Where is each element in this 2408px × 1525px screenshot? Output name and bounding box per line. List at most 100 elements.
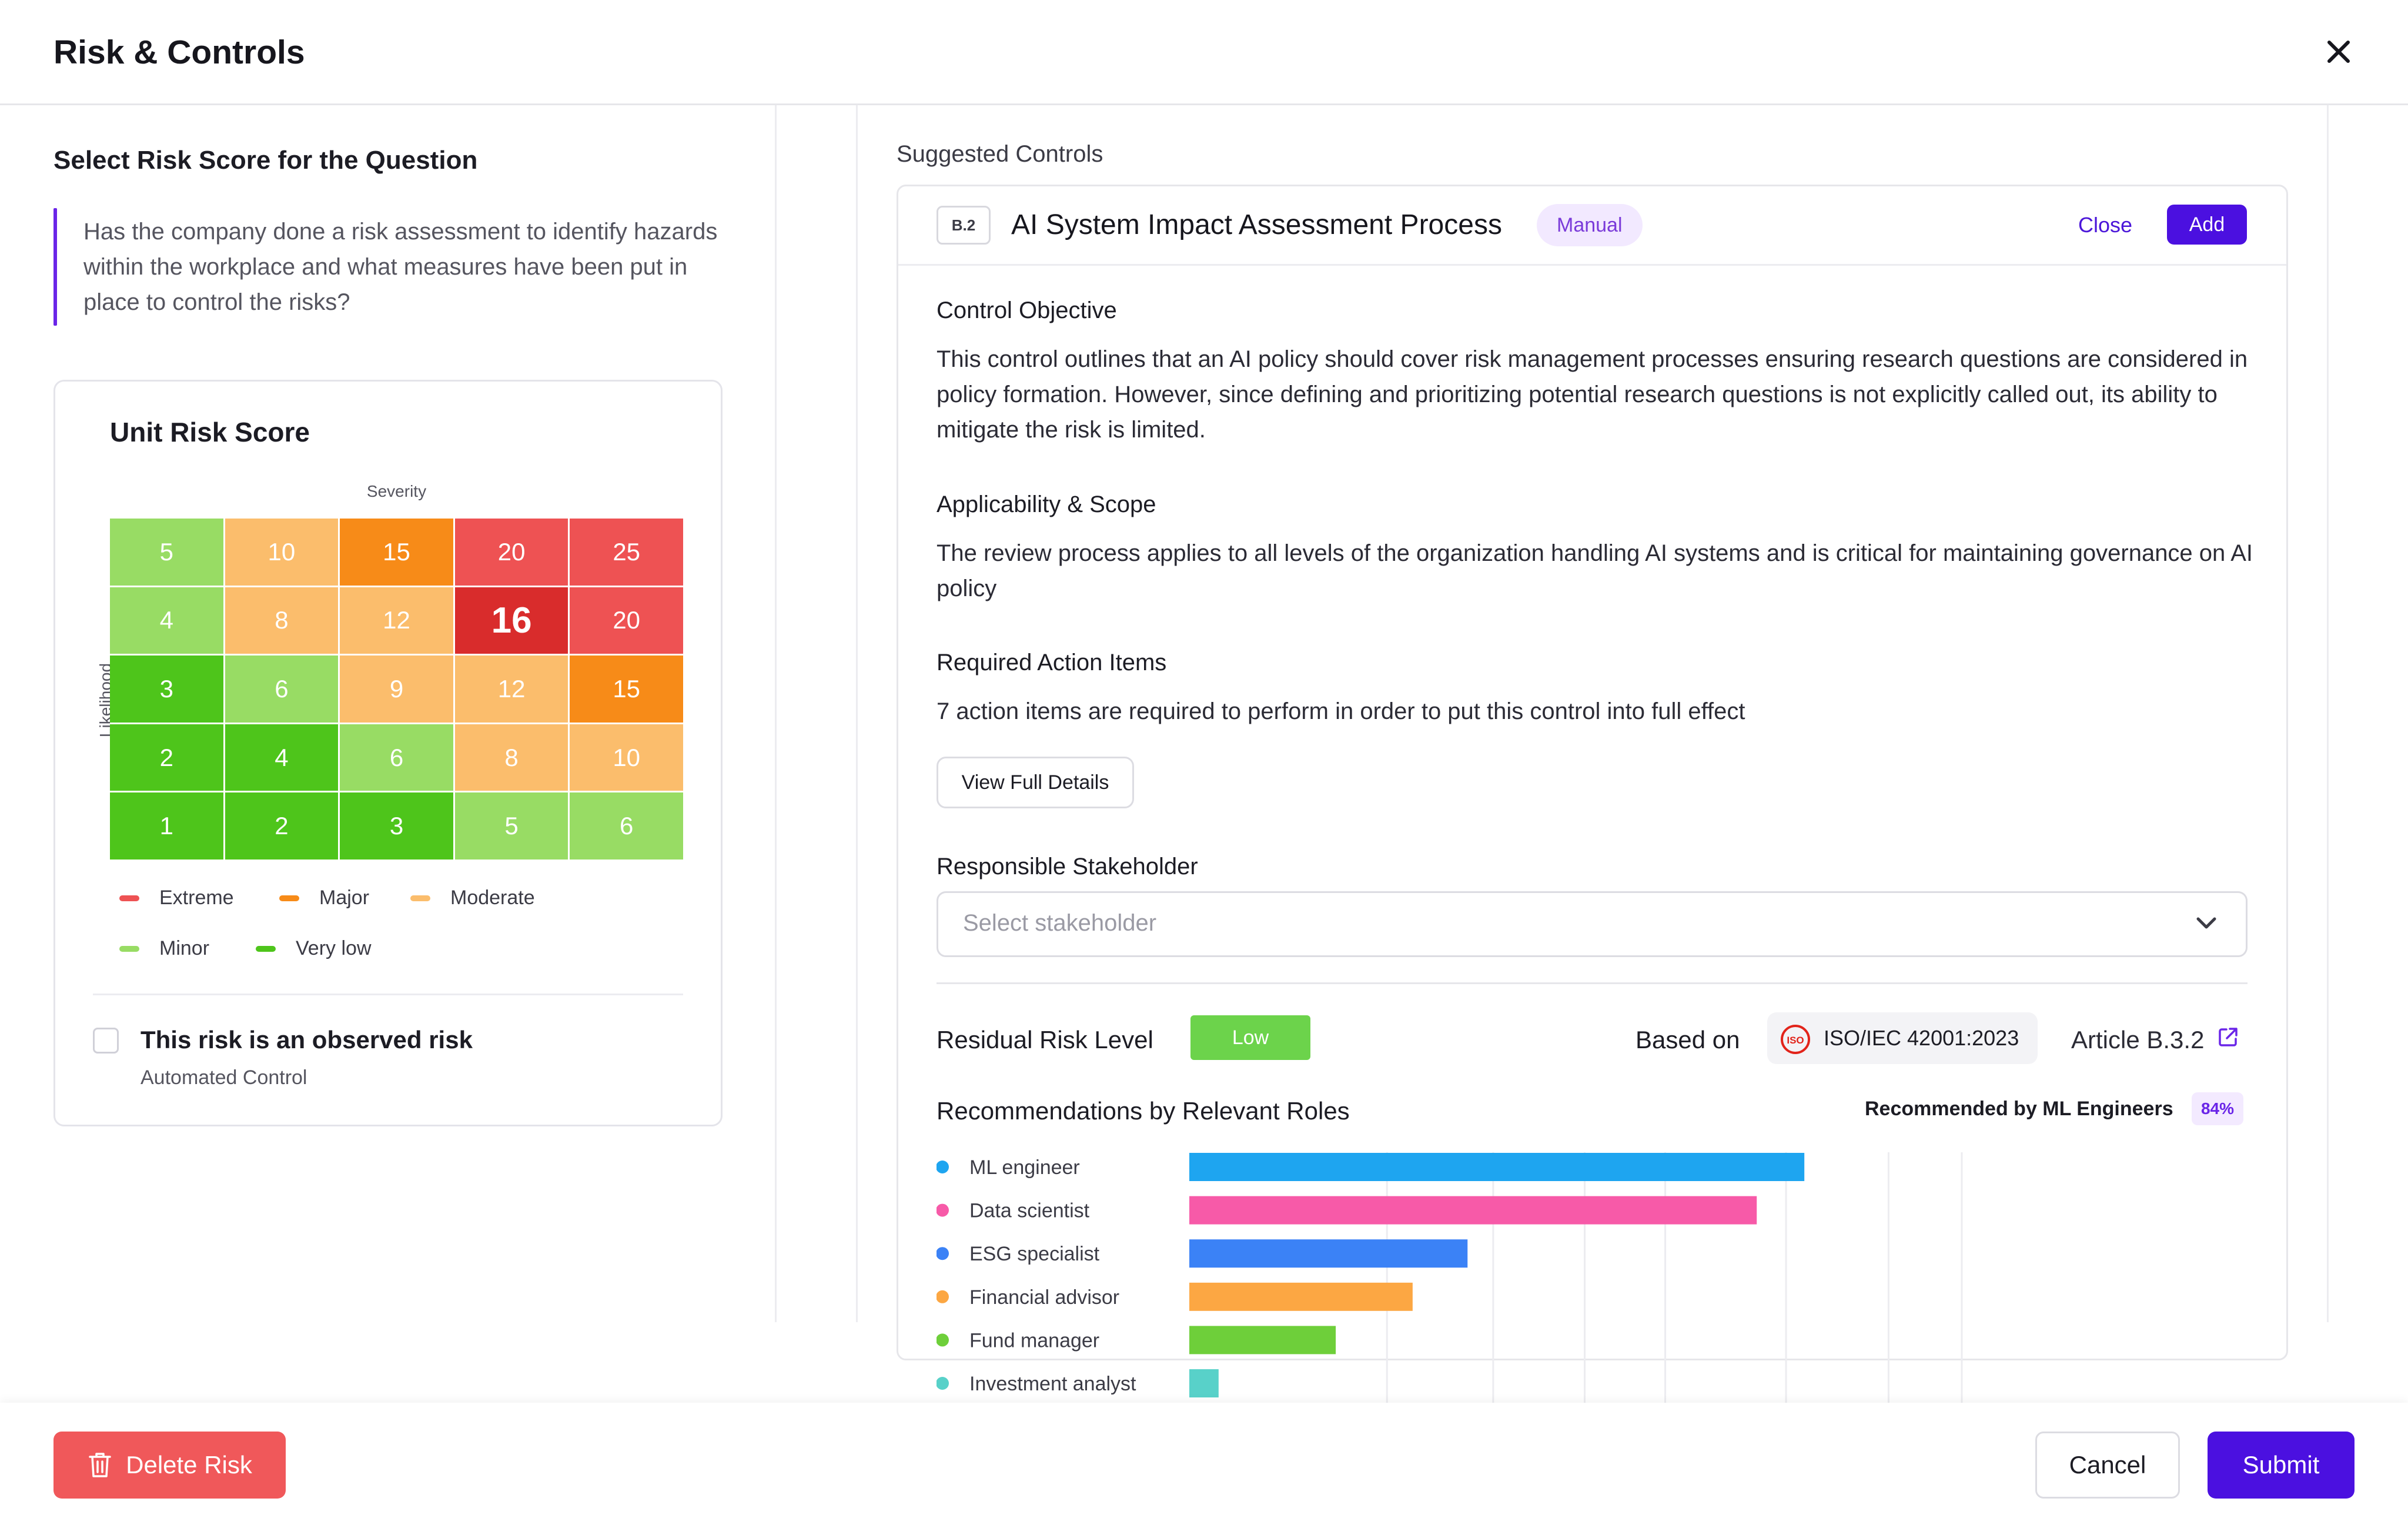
legend-swatch <box>279 895 299 901</box>
trash-icon <box>89 1453 111 1477</box>
chart-bar <box>1189 1153 1805 1181</box>
chart-category-label: Fund manager <box>969 1329 1099 1352</box>
stakeholder-select[interactable] <box>937 891 2248 957</box>
question-accent-bar <box>53 208 57 326</box>
close-icon[interactable] <box>2323 36 2354 67</box>
delete-risk-button[interactable]: Delete Risk <box>53 1432 286 1499</box>
stakeholder-placeholder: Select stakeholder <box>963 910 1157 936</box>
chart-bar <box>1189 1369 1219 1397</box>
control-objective-title: Control Objective <box>937 297 1117 323</box>
legend-item: Moderate <box>410 887 535 909</box>
legend-swatch <box>119 895 139 901</box>
chart-series-dot <box>937 1333 949 1347</box>
risk-cell[interactable]: 20 <box>570 587 683 654</box>
action-items-title: Required Action Items <box>937 650 1167 675</box>
chart-series-dot <box>937 1377 949 1390</box>
legend-label: Moderate <box>450 887 535 909</box>
risk-matrix: 5 10 15 20 25 4 8 12 16 20 3 6 9 12 15 2 4 6 8 10 1 2 3 5 6 <box>110 519 683 860</box>
controls-panel <box>856 105 2329 1322</box>
risk-cell[interactable]: 5 <box>454 792 568 860</box>
submit-button[interactable]: Submit <box>2208 1432 2355 1499</box>
risk-cell[interactable]: 15 <box>340 519 453 586</box>
chevron-down-icon[interactable] <box>2195 913 2218 934</box>
card-separator <box>93 994 683 995</box>
cancel-button[interactable]: Cancel <box>2035 1432 2180 1499</box>
close-control-button[interactable]: Close <box>2078 213 2133 237</box>
residual-risk-badge: Low <box>1190 1015 1310 1060</box>
recommendations-title: Recommendations by Relevant Roles <box>937 1097 1350 1125</box>
modal-header <box>0 0 2408 105</box>
risk-cell[interactable]: 6 <box>570 792 683 860</box>
risk-cell[interactable]: 5 <box>110 519 223 586</box>
unit-risk-title: Unit Risk Score <box>110 417 310 447</box>
legend-item: Very low <box>256 937 372 960</box>
article-link[interactable]: Article B.3.2 <box>2071 1026 2205 1054</box>
manual-badge: Manual <box>1537 204 1643 246</box>
chart-series-dot <box>937 1247 949 1260</box>
observed-risk-label: This risk is an observed risk <box>141 1026 473 1054</box>
standard-chip <box>1767 1012 2038 1064</box>
based-on-label: Based on <box>1636 1026 1740 1054</box>
legend-label: Major <box>319 887 370 909</box>
unit-risk-card <box>53 380 723 1126</box>
question-text: Has the company done a risk assessment t… <box>83 219 718 315</box>
external-link-icon[interactable] <box>2216 1025 2240 1049</box>
chart-series-dot <box>937 1161 949 1173</box>
delete-risk-label: Delete Risk <box>126 1451 252 1479</box>
chart-bar <box>1189 1196 1757 1225</box>
chart-series-dot <box>937 1290 949 1303</box>
risk-cell[interactable]: 6 <box>225 656 339 723</box>
risk-cell[interactable]: 1 <box>110 792 223 860</box>
risk-cell[interactable]: 25 <box>570 519 683 586</box>
risk-cell[interactable]: 20 <box>454 519 568 586</box>
risk-cell[interactable]: 9 <box>340 656 453 723</box>
control-title: AI System Impact Assessment Process <box>1011 209 1502 240</box>
severity-axis-label: Severity <box>366 482 427 500</box>
suggested-controls-label: Suggested Controls <box>897 141 1103 167</box>
risk-cell[interactable]: 8 <box>225 587 339 654</box>
observed-risk-checkbox[interactable] <box>93 1028 119 1054</box>
legend-label: Extreme <box>159 887 234 909</box>
stakeholder-separator <box>937 982 2248 984</box>
control-code-badge: B.2 <box>937 206 991 245</box>
legend-item: Major <box>279 887 369 909</box>
risk-cell[interactable]: 3 <box>110 656 223 723</box>
risk-score-heading: Select Risk Score for the Question <box>53 146 478 175</box>
risk-cell[interactable]: 4 <box>110 587 223 654</box>
chart-category-label: Data scientist <box>969 1200 1090 1222</box>
legend-item: Minor <box>119 937 209 960</box>
risk-cell[interactable]: 8 <box>454 724 568 791</box>
risk-cell[interactable]: 10 <box>225 519 339 586</box>
applicability-body: The review process applies to all levels… <box>937 540 2253 601</box>
standard-name: ISO/IEC 42001:2023 <box>1824 1026 2019 1050</box>
legend-swatch <box>256 945 276 952</box>
modal-footer <box>0 1403 2408 1525</box>
iso-logo-text: ISO <box>1787 1035 1804 1046</box>
stakeholder-title: Responsible Stakeholder <box>937 854 1198 879</box>
recommended-by-label: Recommended by ML Engineers <box>1865 1098 2173 1120</box>
chart-series-dot <box>937 1203 949 1217</box>
risk-cell-selected[interactable]: 16 <box>454 587 568 654</box>
chart-category-label: ESG specialist <box>969 1243 1100 1265</box>
control-objective-body: This control outlines that an AI policy … <box>937 346 2248 443</box>
risk-cell[interactable]: 10 <box>570 724 683 791</box>
risk-cell[interactable]: 6 <box>340 724 453 791</box>
risk-cell[interactable]: 2 <box>110 724 223 791</box>
legend-item: Extreme <box>119 887 234 909</box>
view-full-details-button[interactable]: View Full Details <box>937 757 1134 808</box>
risk-cell[interactable]: 12 <box>454 656 568 723</box>
chart-bar <box>1189 1326 1336 1355</box>
risk-cell[interactable]: 4 <box>225 724 339 791</box>
risk-cell[interactable]: 12 <box>340 587 453 654</box>
chart-category-label: Financial advisor <box>969 1286 1119 1309</box>
legend-swatch <box>410 895 430 901</box>
add-control-button[interactable]: Add <box>2167 205 2247 245</box>
panel-divider <box>775 105 777 1322</box>
action-items-body: 7 action items are required to perform i… <box>937 698 1745 724</box>
chart-bar <box>1189 1239 1468 1268</box>
risk-cell[interactable]: 15 <box>570 656 683 723</box>
risk-cell[interactable]: 2 <box>225 792 339 860</box>
chart-bar <box>1189 1282 1413 1311</box>
residual-risk-label: Residual Risk Level <box>937 1026 1153 1054</box>
risk-cell[interactable]: 3 <box>340 792 453 860</box>
